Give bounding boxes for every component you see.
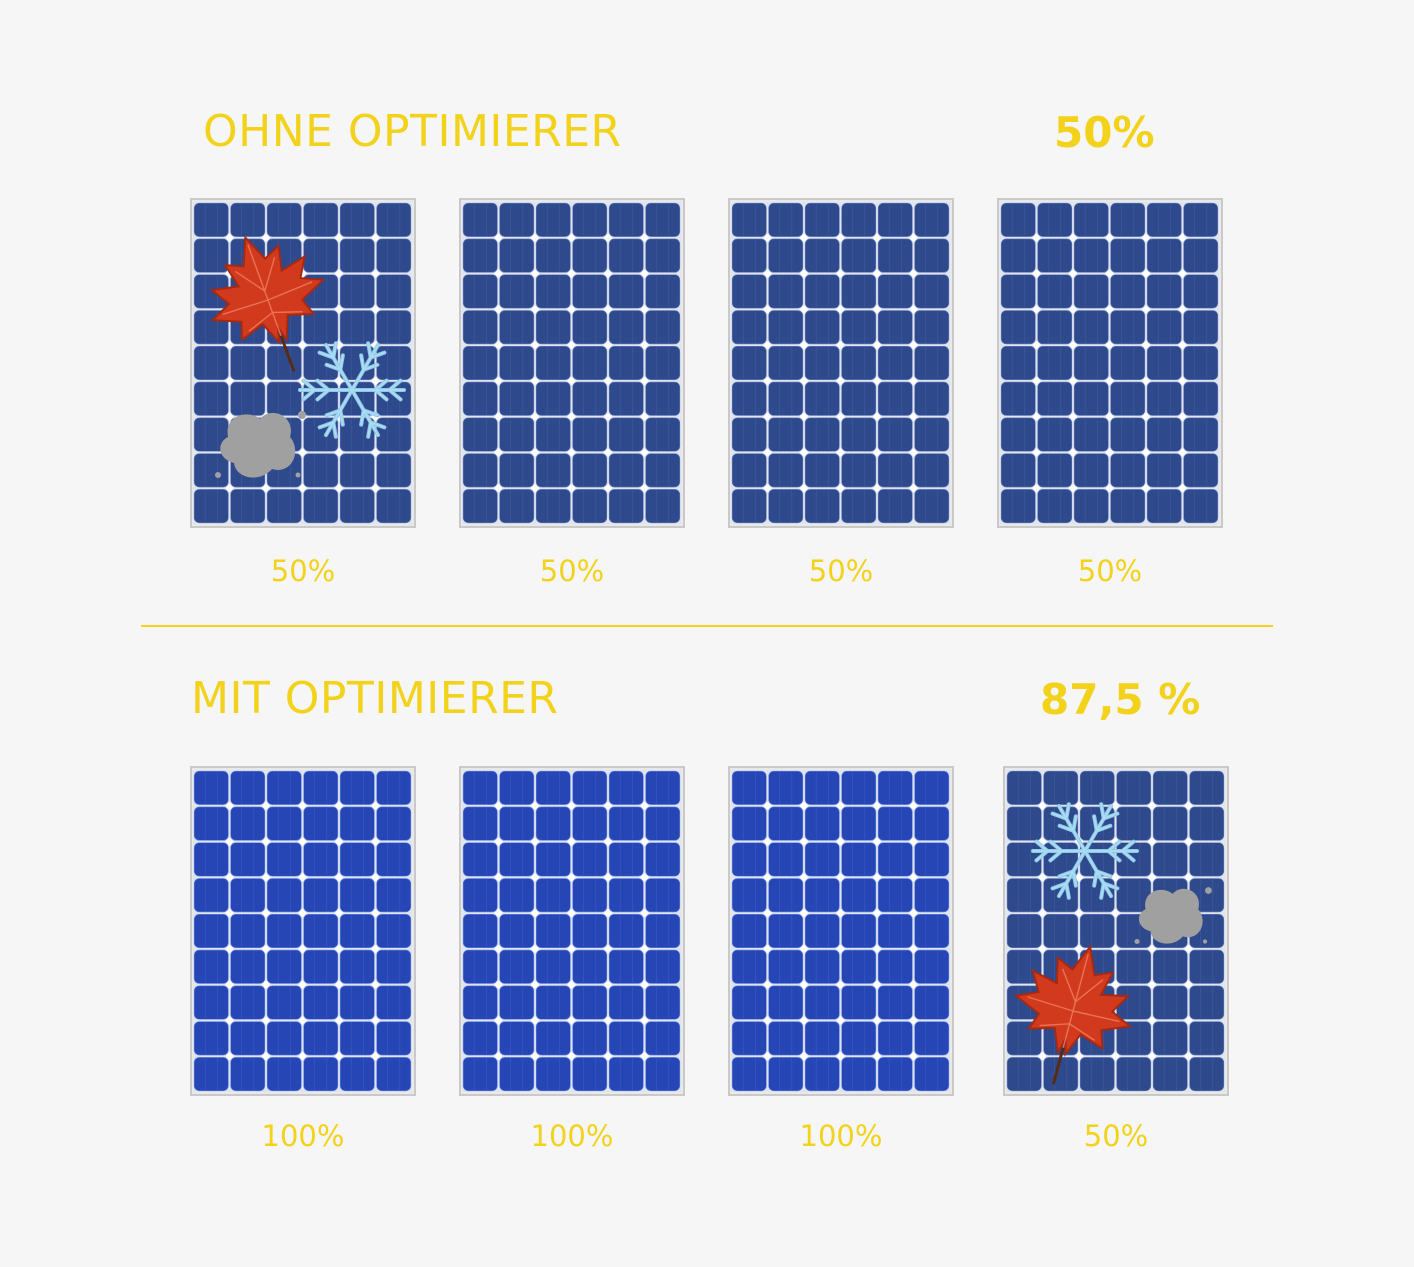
section-total-mit: 87,5 % xyxy=(1040,675,1201,724)
section-divider xyxy=(141,625,1273,627)
section-total-ohne: 50% xyxy=(1054,108,1155,157)
solar-panel-2 xyxy=(459,198,685,528)
section-heading-mit: MIT OPTIMIERER xyxy=(191,673,559,724)
panel-output-label: 100% xyxy=(530,1119,614,1153)
panel-output-label: 100% xyxy=(799,1119,883,1153)
maple-leaf-icon xyxy=(209,235,326,372)
dirt-stain-icon xyxy=(215,411,306,478)
section-heading-ohne: OHNE OPTIMIERER xyxy=(203,106,622,157)
panel-output-label: 50% xyxy=(808,554,874,588)
panel-output-label: 100% xyxy=(261,1119,345,1153)
solar-panel-1 xyxy=(190,198,416,528)
solar-panel-5 xyxy=(190,766,416,1096)
solar-panel-6 xyxy=(459,766,685,1096)
panel-output-label: 50% xyxy=(270,554,336,588)
panel-output-label: 50% xyxy=(1083,1119,1149,1153)
solar-panel-4 xyxy=(997,198,1223,528)
solar-panel-3 xyxy=(728,198,954,528)
maple-leaf-icon xyxy=(1013,944,1133,1085)
solar-panel-8 xyxy=(1003,766,1229,1096)
solar-panel-7 xyxy=(728,766,954,1096)
panel-output-label: 50% xyxy=(1077,554,1143,588)
dirt-stain-icon xyxy=(1134,887,1212,945)
panel-output-label: 50% xyxy=(539,554,605,588)
